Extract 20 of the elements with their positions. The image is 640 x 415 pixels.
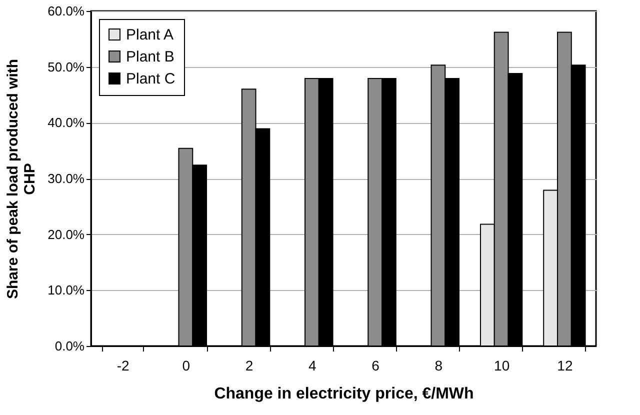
y-tick-label: 20.0% bbox=[48, 226, 85, 242]
legend-label: Plant B bbox=[126, 48, 174, 66]
y-tick-label: 60.0% bbox=[48, 4, 85, 18]
legend-label: Plant C bbox=[126, 70, 176, 88]
x-tick-label: 4 bbox=[308, 358, 317, 374]
x-tick-label: 10 bbox=[494, 358, 510, 374]
x-tick-label: 8 bbox=[434, 358, 443, 374]
y-axis-title: Share of peak load produced with CHP bbox=[4, 58, 39, 300]
y-tick-label: 30.0% bbox=[48, 171, 85, 186]
x-tick-label: 0 bbox=[182, 358, 190, 374]
x-tick-label: 12 bbox=[557, 358, 573, 374]
x-tick-label: 2 bbox=[245, 358, 254, 374]
legend-label: Plant A bbox=[126, 26, 174, 44]
y-tick-label: 40.0% bbox=[48, 115, 85, 130]
x-tick-label: -2 bbox=[116, 358, 130, 374]
y-tick-label: 0.0% bbox=[54, 338, 85, 354]
y-tick-label: 50.0% bbox=[48, 59, 85, 74]
x-axis-title: Change in electricity price, €/MWh bbox=[214, 386, 474, 402]
x-tick-label: 6 bbox=[372, 358, 380, 374]
y-tick-label: 10.0% bbox=[48, 282, 85, 298]
